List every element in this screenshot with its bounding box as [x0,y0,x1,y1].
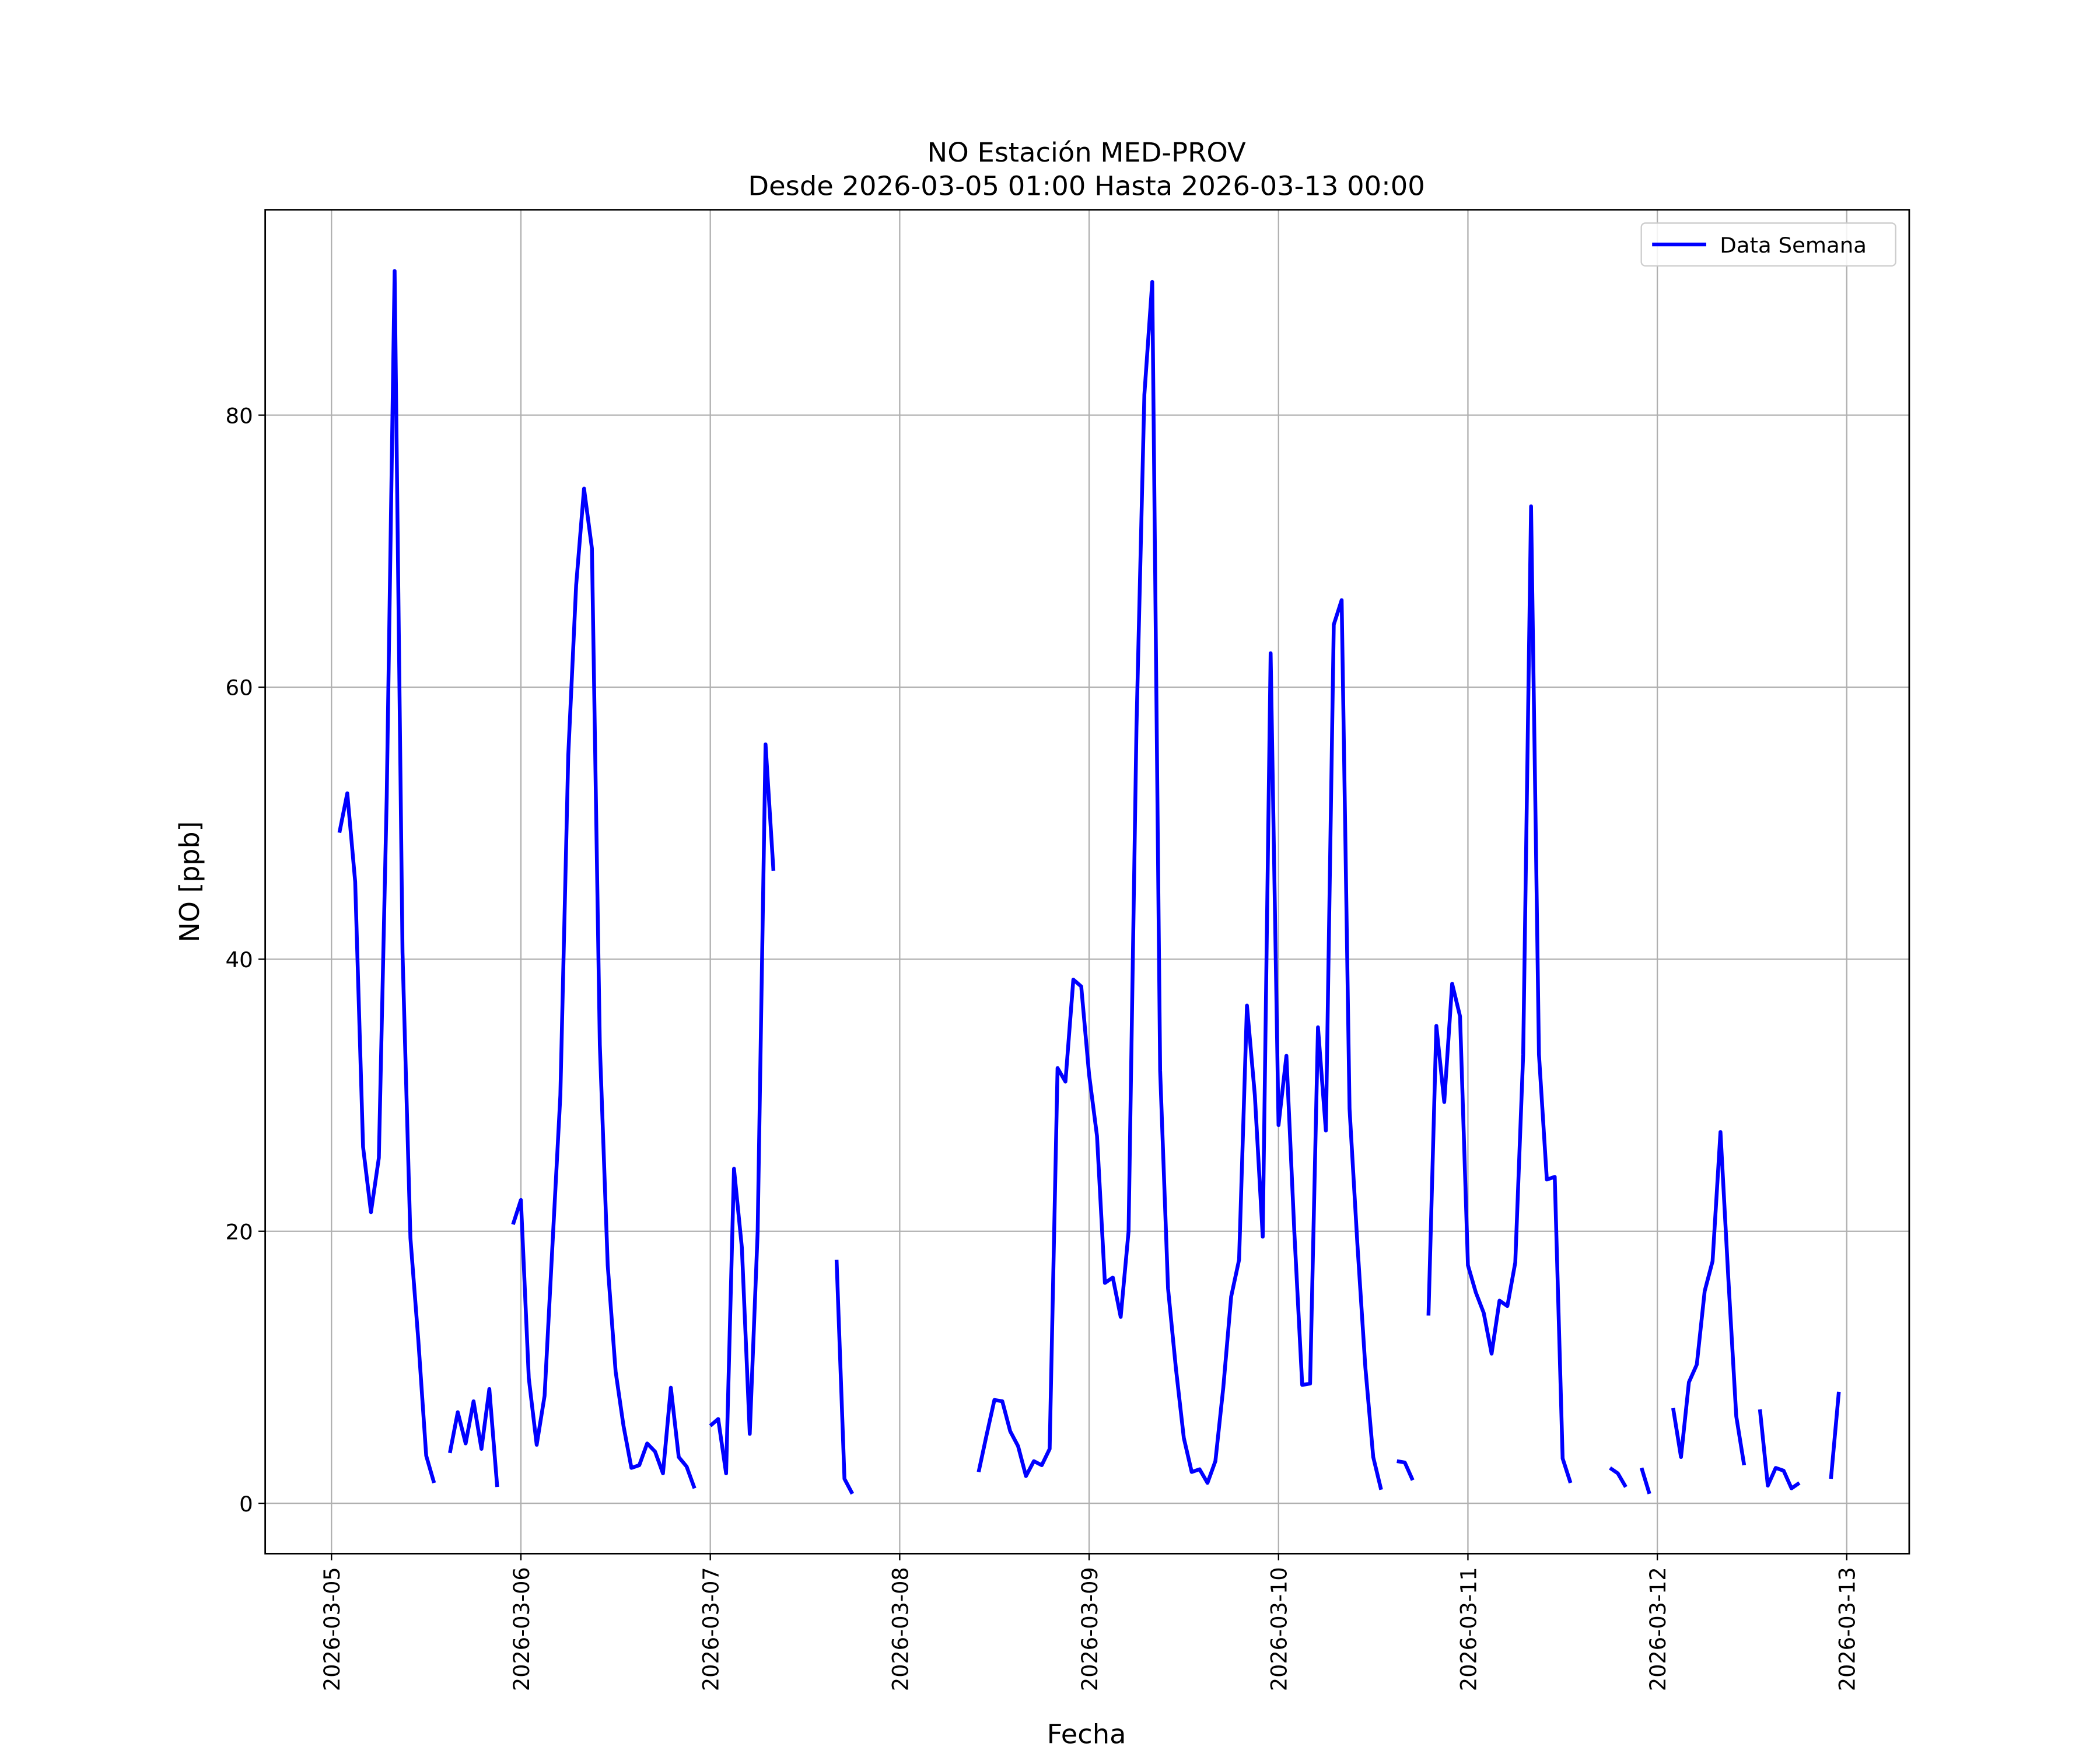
chart-subtitle: Desde 2026-03-05 01:00 Hasta 2026-03-13 … [748,170,1424,202]
x-tick-label: 2026-03-10 [1266,1567,1292,1691]
data-line [337,269,1841,1495]
x-tick-label: 2026-03-12 [1646,1567,1671,1691]
x-tick-label: 2026-03-09 [1077,1567,1102,1691]
chart-title: NO Estación MED-PROV [928,136,1247,168]
y-tick-label: 0 [239,1492,253,1517]
y-tick-label: 60 [226,676,253,701]
y-tick-label: 20 [226,1220,253,1245]
y-tick-label: 80 [226,404,253,429]
x-axis-label: Fecha [1047,1718,1126,1750]
x-tick-label: 2026-03-07 [698,1567,723,1691]
legend-label: Data Semana [1720,233,1867,258]
x-tick-label: 2026-03-11 [1456,1567,1481,1691]
x-tick-label: 2026-03-06 [509,1567,534,1691]
y-tick-label: 40 [226,947,253,972]
legend-box [1640,222,1896,267]
plot-frame [264,209,1910,1555]
y-axis-label: NO [ppb] [174,821,205,943]
x-tick-label: 2026-03-13 [1835,1567,1860,1691]
x-tick-label: 2026-03-05 [320,1567,345,1691]
x-tick-label: 2026-03-08 [888,1567,913,1691]
